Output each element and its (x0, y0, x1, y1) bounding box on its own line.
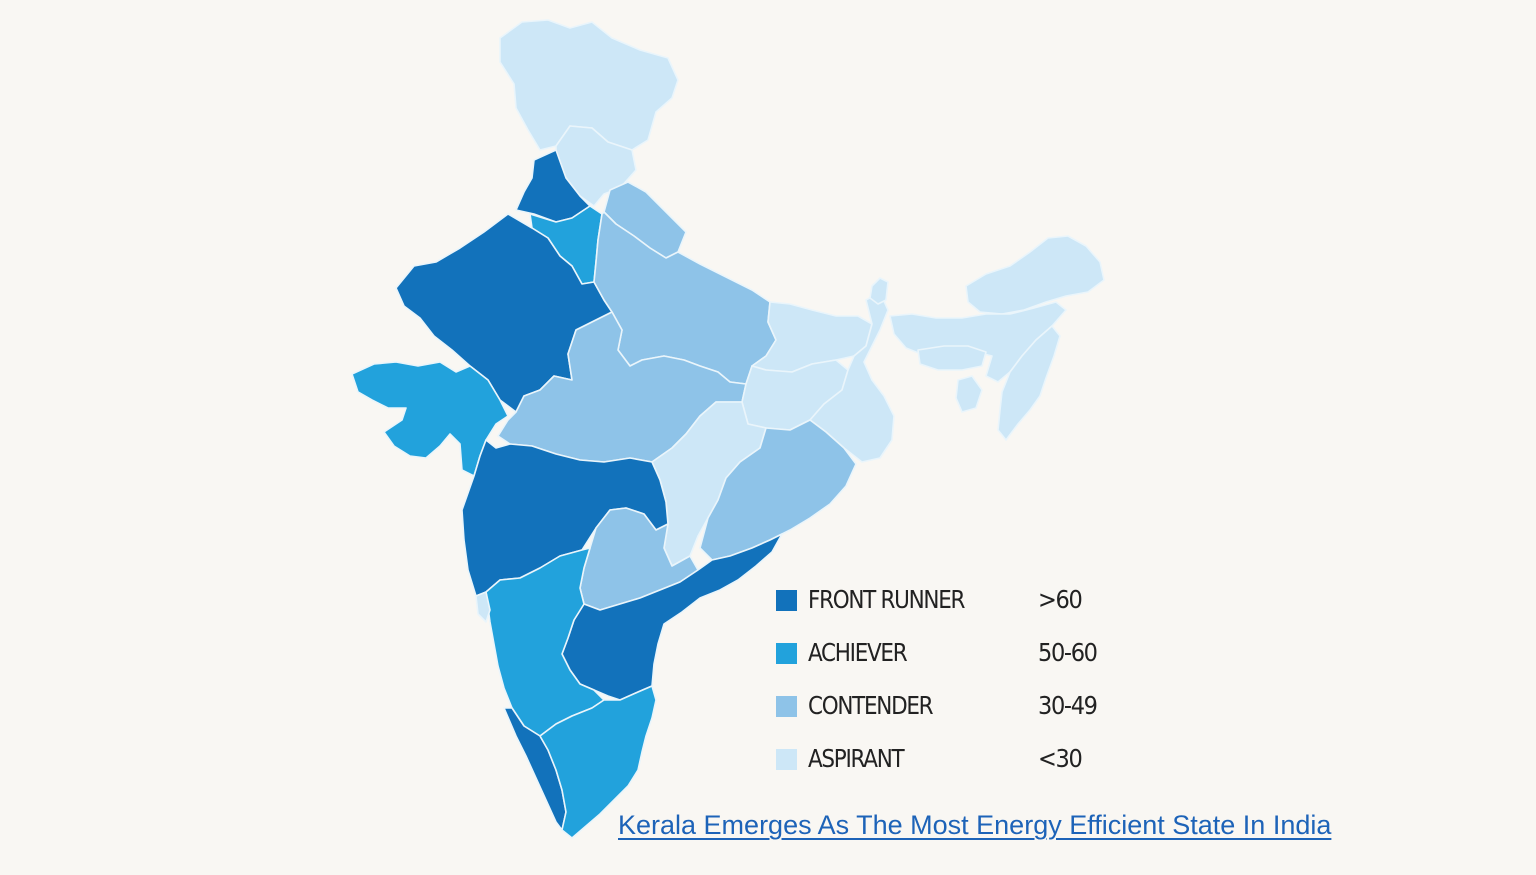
legend-swatch-achiever (776, 643, 797, 664)
state-arunachal-pradesh (965, 235, 1105, 315)
state-jammu-kashmir (499, 19, 679, 151)
state-tripura (955, 375, 983, 413)
legend-range: >60 (1038, 585, 1083, 614)
legend-item-front-runner: FRONT RUNNER >60 (774, 582, 1134, 635)
legend-label: CONTENDER (808, 691, 934, 720)
state-sikkim (869, 277, 889, 305)
legend-range: <30 (1038, 744, 1083, 773)
legend-swatch-aspirant (776, 749, 797, 770)
state-meghalaya (917, 345, 987, 371)
legend-item-aspirant: ASPIRANT <30 (774, 741, 1134, 794)
legend-item-achiever: ACHIEVER 50-60 (774, 635, 1134, 688)
legend-label: ACHIEVER (808, 638, 908, 667)
state-karnataka (485, 547, 605, 737)
legend: FRONT RUNNER >60 ACHIEVER 50-60 CONTENDE… (774, 582, 1134, 794)
legend-range: 30-49 (1038, 691, 1098, 720)
article-title-link[interactable]: Kerala Emerges As The Most Energy Effici… (618, 810, 1332, 840)
state-nagaland-manipur-mizoram (997, 325, 1061, 441)
state-gujarat (351, 361, 509, 477)
legend-item-contender: CONTENDER 30-49 (774, 688, 1134, 741)
legend-swatch-contender (776, 696, 797, 717)
state-goa (475, 591, 491, 623)
legend-label: FRONT RUNNER (808, 585, 965, 614)
legend-swatch-front-runner (776, 590, 797, 611)
state-tamil-nadu (539, 685, 657, 839)
legend-label: ASPIRANT (808, 744, 905, 773)
legend-range: 50-60 (1038, 638, 1098, 667)
state-west-bengal (809, 291, 895, 463)
